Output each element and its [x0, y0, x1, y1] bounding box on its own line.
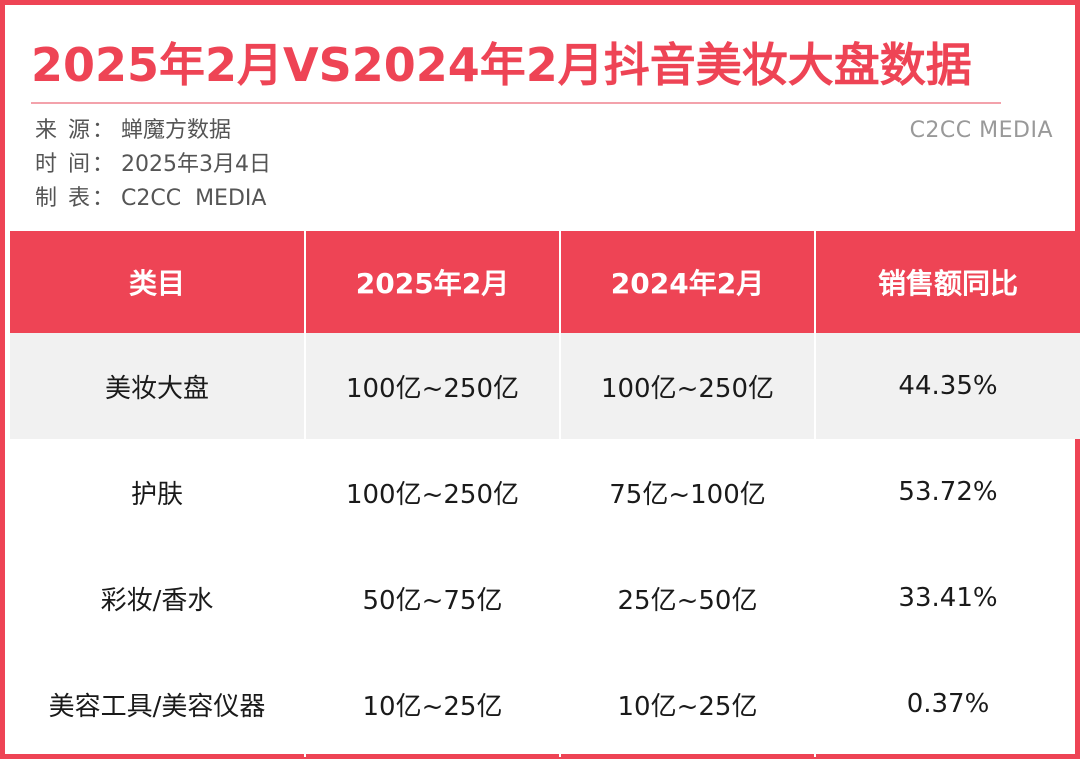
cell-2024-feb: 10亿~25亿	[561, 651, 816, 757]
cell-category: 护肤	[10, 439, 306, 545]
cell-yoy: 0.37%	[906, 689, 990, 719]
brand-watermark: C2CC MEDIA	[909, 118, 1053, 143]
data-table: 类目 2025年2月 2024年2月 销售额同比 美妆大盘 100亿~250亿 …	[10, 231, 1080, 759]
table-row: 美妆大盘 100亿~250亿 100亿~250亿 44.35%	[10, 333, 1080, 439]
meta-time-label: 时 间：	[35, 152, 116, 177]
cell-yoy: 53.72%	[898, 477, 998, 507]
table-row: 彩妆/香水 50亿~75亿 25亿~50亿 33.41%	[10, 545, 1080, 651]
table-row: 美容工具/美容仪器 10亿~25亿 10亿~25亿 0.37%	[10, 651, 1080, 757]
meta-source: 来 源： 蝉魔方数据	[35, 116, 231, 146]
meta-maker-label: 制 表：	[35, 186, 116, 211]
cell-2025-feb: 100亿~250亿	[306, 333, 561, 439]
cell-2025-feb: 10亿~25亿	[306, 651, 561, 757]
meta-time-value: 2025年3月4日	[121, 152, 271, 177]
cell-2024-feb: 25亿~50亿	[561, 545, 816, 651]
cell-2025-feb: 100亿~250亿	[306, 439, 561, 545]
cell-2024-feb: 100亿~250亿	[561, 333, 816, 439]
cell-category: 彩妆/香水	[10, 545, 306, 651]
header-yoy: 销售额同比	[877, 267, 1018, 300]
meta-time: 时 间： 2025年3月4日	[35, 150, 271, 180]
meta-source-label: 来 源：	[35, 118, 116, 143]
cell-category: 美妆大盘	[10, 333, 306, 439]
header-2024-feb: 2024年2月	[561, 231, 816, 333]
cell-yoy: 33.41%	[898, 583, 998, 613]
meta-maker: 制 表： C2CC MEDIA	[35, 184, 266, 214]
meta-source-value: 蝉魔方数据	[121, 118, 232, 143]
cell-category: 美容工具/美容仪器	[10, 651, 306, 757]
table-header-row: 类目 2025年2月 2024年2月 销售额同比	[10, 231, 1080, 333]
header-2025-feb: 2025年2月	[306, 231, 561, 333]
page-title: 2025年2月VS2024年2月抖音美妆大盘数据	[31, 38, 972, 92]
header-category: 类目	[10, 231, 306, 333]
cell-2025-feb: 50亿~75亿	[306, 545, 561, 651]
cell-2024-feb: 75亿~100亿	[561, 439, 816, 545]
table-row: 护肤 100亿~250亿 75亿~100亿 53.72%	[10, 439, 1080, 545]
meta-maker-value: C2CC MEDIA	[121, 186, 267, 211]
cell-yoy: 44.35%	[898, 371, 998, 401]
title-divider	[31, 102, 1001, 104]
